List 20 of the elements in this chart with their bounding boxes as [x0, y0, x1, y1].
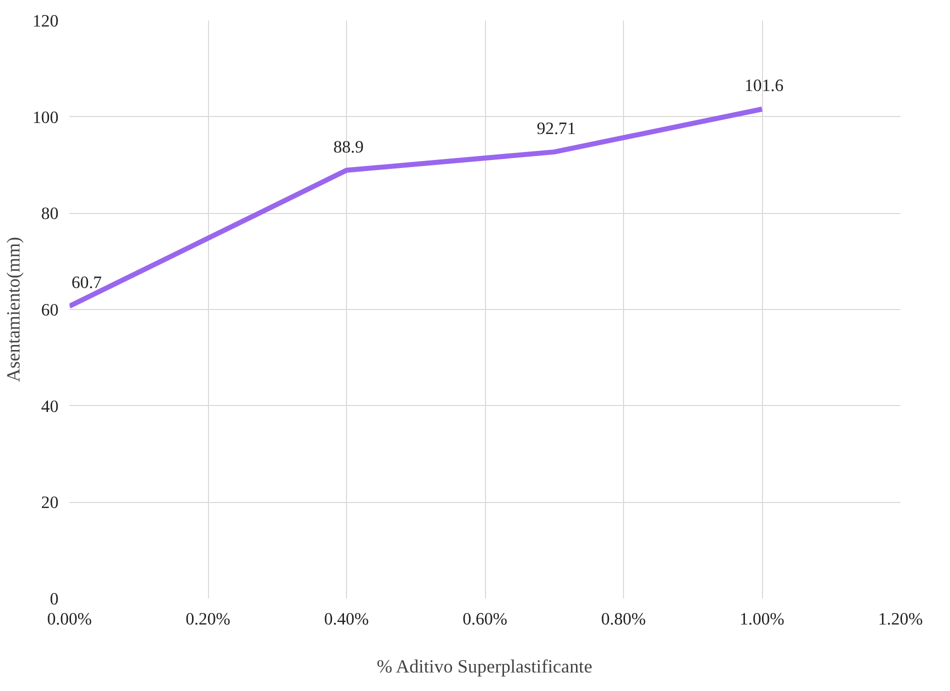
- y-tick-label: 60: [41, 300, 58, 320]
- data-label: 88.9: [333, 137, 364, 156]
- y-tick-label: 120: [32, 12, 59, 30]
- x-tick-label: 1.00%: [740, 610, 784, 628]
- y-tick-label: 100: [32, 108, 59, 127]
- y-tick-label: 0: [50, 590, 59, 608]
- y-tick-label: 40: [41, 396, 58, 416]
- x-tick-label: 0.20%: [186, 610, 230, 628]
- x-tick-label: 0.60%: [462, 610, 508, 628]
- x-tick-label: 1.20%: [878, 610, 923, 628]
- data-label: 101.6: [744, 76, 784, 96]
- x-tick-label: 0.80%: [601, 610, 646, 628]
- x-tick-label: 0.40%: [324, 610, 369, 628]
- data-label: 92.71: [536, 118, 576, 138]
- x-tick-label: 0.00%: [47, 610, 92, 628]
- y-axis-title: Asentamiento(mm): [4, 236, 25, 382]
- y-tick-label: 80: [41, 204, 58, 224]
- y-tick-label: 20: [41, 493, 58, 512]
- data-label: 60.7: [72, 273, 102, 292]
- x-axis-title: % Aditivo Superplastificante: [376, 656, 592, 678]
